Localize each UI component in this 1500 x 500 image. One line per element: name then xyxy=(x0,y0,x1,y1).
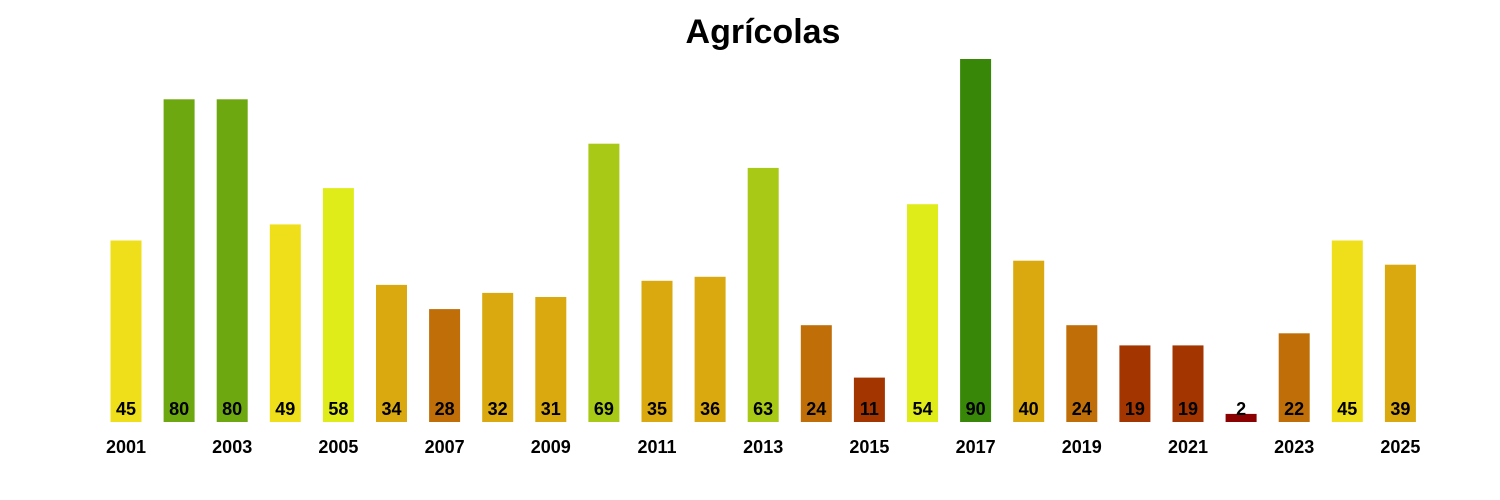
bar-2015 xyxy=(853,377,885,422)
value-label-2018: 40 xyxy=(1019,399,1039,419)
value-label-2014: 24 xyxy=(806,399,826,419)
value-label-2005: 58 xyxy=(328,399,348,419)
bar-2024 xyxy=(1331,240,1363,422)
bars-layer xyxy=(110,59,1416,423)
x-tick-label-2009: 2009 xyxy=(531,437,571,457)
x-tick-label-2021: 2021 xyxy=(1168,437,1208,457)
value-labels-layer: 45 80 80 49 58 34 28 32 31 69 35 36 63 24 11 54 90 40 24 19… xyxy=(116,399,1410,419)
x-tick-label-2017: 2017 xyxy=(956,437,996,457)
x-axis-ticks: 2001 2003 2005 2007 2009 2011 2013 2015 2017 2019… xyxy=(106,437,1420,457)
bar-2019 xyxy=(1066,325,1098,422)
bar-2017 xyxy=(960,59,992,422)
value-label-2013: 63 xyxy=(753,399,773,419)
x-tick-label-2023: 2023 xyxy=(1274,437,1314,457)
bar-2025 xyxy=(1384,264,1416,422)
value-label-2003: 80 xyxy=(222,399,242,419)
bar-2003 xyxy=(216,99,248,423)
bar-2007 xyxy=(429,309,461,422)
value-label-2010: 69 xyxy=(594,399,614,419)
bar-2001 xyxy=(110,240,142,422)
bar-2016 xyxy=(907,204,938,422)
value-label-2001: 45 xyxy=(116,399,136,419)
bar-2013 xyxy=(747,167,779,422)
x-tick-label-2011: 2011 xyxy=(637,437,676,457)
bar-2010 xyxy=(588,143,620,422)
bar-2009 xyxy=(535,297,567,422)
value-label-2024: 45 xyxy=(1337,399,1357,419)
x-tick-label-2005: 2005 xyxy=(318,437,358,457)
value-label-2012: 36 xyxy=(700,399,720,419)
value-label-2021: 19 xyxy=(1178,399,1198,419)
x-tick-label-2007: 2007 xyxy=(425,437,465,457)
x-tick-label-2019: 2019 xyxy=(1062,437,1102,457)
bar-2020 xyxy=(1119,345,1151,422)
x-tick-label-2003: 2003 xyxy=(212,437,252,457)
value-label-2022: 2 xyxy=(1236,399,1246,419)
value-label-2017: 90 xyxy=(966,399,986,419)
x-tick-label-2001: 2001 xyxy=(106,437,146,457)
bar-2006 xyxy=(376,284,407,422)
value-label-2002: 80 xyxy=(169,399,189,419)
bar-2012 xyxy=(694,276,726,422)
value-label-2023: 22 xyxy=(1284,399,1304,419)
value-label-2006: 34 xyxy=(381,399,401,419)
bar-2011 xyxy=(641,280,673,422)
x-tick-label-2013: 2013 xyxy=(743,437,783,457)
value-label-2011: 35 xyxy=(647,399,667,419)
value-label-2015: 11 xyxy=(860,399,879,419)
value-label-2009: 31 xyxy=(541,399,561,419)
bar-2002 xyxy=(163,99,195,423)
bar-2018 xyxy=(1013,260,1045,422)
bar-2014 xyxy=(800,325,832,422)
x-tick-label-2025: 2025 xyxy=(1380,437,1420,457)
chart-title: Agrícolas xyxy=(685,13,841,51)
value-label-2025: 39 xyxy=(1390,399,1410,419)
bar-2022 xyxy=(1225,413,1257,422)
x-tick-label-2015: 2015 xyxy=(849,437,889,457)
value-label-2016: 54 xyxy=(912,399,932,419)
bar-2008 xyxy=(482,292,514,422)
bar-2005 xyxy=(322,188,354,422)
value-label-2007: 28 xyxy=(435,399,455,419)
value-label-2004: 49 xyxy=(275,399,295,419)
value-label-2020: 19 xyxy=(1125,399,1145,419)
value-label-2008: 32 xyxy=(488,399,508,419)
bar-2004 xyxy=(269,224,301,422)
bar-2023 xyxy=(1278,333,1310,422)
bar-2021 xyxy=(1172,345,1204,422)
value-label-2019: 24 xyxy=(1072,399,1092,419)
